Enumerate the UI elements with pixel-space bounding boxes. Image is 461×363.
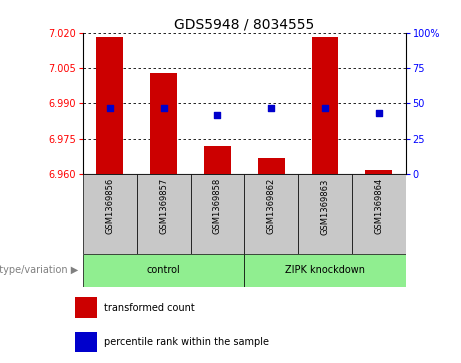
Title: GDS5948 / 8034555: GDS5948 / 8034555 (174, 17, 314, 32)
Bar (258, 158, 284, 174)
Bar (83, 254, 244, 287)
Point (214, 112, 221, 118)
Text: control: control (147, 265, 181, 276)
Point (160, 105, 167, 111)
Bar (96, 37, 123, 174)
Bar (75, 332, 97, 352)
Text: GSM1369857: GSM1369857 (159, 178, 168, 234)
Point (106, 105, 113, 111)
Bar (244, 174, 298, 254)
Point (321, 105, 329, 111)
Text: GSM1369864: GSM1369864 (374, 178, 383, 234)
Bar (244, 254, 406, 287)
Text: GSM1369858: GSM1369858 (213, 178, 222, 234)
Text: GSM1369862: GSM1369862 (267, 178, 276, 234)
Text: GSM1369856: GSM1369856 (106, 178, 114, 234)
Bar (204, 146, 231, 174)
Point (375, 110, 383, 116)
Bar (298, 174, 352, 254)
Point (267, 105, 275, 111)
Bar (352, 174, 406, 254)
Text: percentile rank within the sample: percentile rank within the sample (104, 337, 269, 347)
Bar (75, 297, 97, 318)
Bar (312, 37, 338, 174)
Bar (190, 174, 244, 254)
Bar (83, 174, 137, 254)
Bar (137, 174, 190, 254)
Text: transformed count: transformed count (104, 303, 195, 313)
Text: genotype/variation ▶: genotype/variation ▶ (0, 265, 78, 276)
Text: GSM1369863: GSM1369863 (320, 178, 330, 234)
Bar (365, 170, 392, 174)
Bar (150, 73, 177, 174)
Text: ZIPK knockdown: ZIPK knockdown (285, 265, 365, 276)
